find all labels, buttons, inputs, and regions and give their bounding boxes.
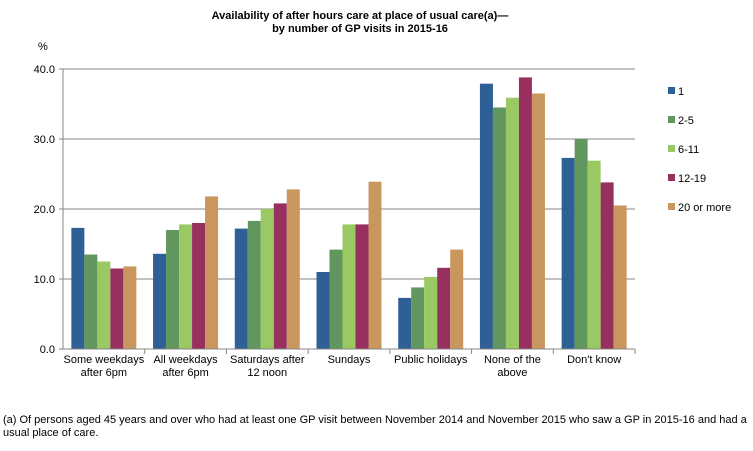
bar-12-19 bbox=[192, 223, 206, 349]
x-tick-label: Sundays bbox=[328, 354, 371, 366]
bar-12-19 bbox=[273, 203, 287, 349]
bar-12-19 bbox=[355, 224, 369, 349]
bar-20 or more bbox=[205, 196, 219, 349]
y-tick-label: 0.0 bbox=[40, 344, 55, 356]
bar-2-5 bbox=[166, 230, 180, 349]
x-tick-label: None of the bbox=[484, 354, 541, 366]
bar-20 or more bbox=[531, 93, 545, 349]
x-tick-label: above bbox=[497, 367, 527, 379]
legend-swatch-2-5 bbox=[668, 116, 675, 123]
x-tick-label: Don't know bbox=[567, 354, 621, 366]
legend-swatch-1 bbox=[668, 87, 675, 94]
legend-swatch-12-19 bbox=[668, 174, 675, 181]
bar-20 or more bbox=[286, 189, 300, 349]
bar-6-11 bbox=[587, 160, 601, 349]
bar-1 bbox=[316, 272, 330, 349]
legend-label: 1 bbox=[678, 86, 684, 98]
legend-label: 6-11 bbox=[678, 144, 699, 156]
x-tick-label: Some weekdays bbox=[63, 354, 144, 366]
y-tick-label: 30.0 bbox=[34, 134, 55, 146]
bar-1 bbox=[153, 253, 167, 349]
legend-label: 2-5 bbox=[678, 115, 694, 127]
bar-20 or more bbox=[613, 205, 627, 349]
bar-1 bbox=[234, 228, 248, 349]
bar-20 or more bbox=[368, 181, 382, 349]
x-tick-label: Saturdays after bbox=[230, 354, 305, 366]
x-tick-label: after 6pm bbox=[162, 367, 208, 379]
bar-20 or more bbox=[123, 266, 137, 349]
bar-12-19 bbox=[518, 77, 532, 350]
bar-6-11 bbox=[260, 209, 274, 349]
chart-title: Availability of after hours care at plac… bbox=[212, 10, 509, 22]
bar-6-11 bbox=[179, 224, 193, 349]
x-tick-label: Public holidays bbox=[394, 354, 468, 366]
bar-1 bbox=[561, 157, 575, 349]
bar-2-5 bbox=[247, 220, 261, 349]
bar-2-5 bbox=[574, 139, 588, 349]
bar-2-5 bbox=[492, 107, 506, 349]
x-tick-label: All weekdays bbox=[153, 354, 218, 366]
bar-6-11 bbox=[505, 97, 519, 349]
legend-label: 20 or more bbox=[678, 202, 731, 214]
bar-12-19 bbox=[437, 267, 451, 349]
bar-1 bbox=[71, 227, 85, 349]
legend-label: 12-19 bbox=[678, 173, 706, 185]
bar-12-19 bbox=[600, 182, 614, 349]
bar-6-11 bbox=[424, 276, 438, 349]
bar-20 or more bbox=[450, 249, 464, 349]
legend-swatch-6-11 bbox=[668, 145, 675, 152]
chart-title: by number of GP visits in 2015-16 bbox=[272, 23, 448, 35]
y-tick-label: 40.0 bbox=[34, 64, 55, 76]
bar-6-11 bbox=[97, 261, 111, 349]
bar-1 bbox=[398, 297, 412, 349]
bar-6-11 bbox=[342, 224, 356, 349]
bar-chart: Availability of after hours care at plac… bbox=[34, 10, 732, 379]
bar-2-5 bbox=[329, 249, 343, 349]
legend-swatch-20 or more bbox=[668, 203, 675, 210]
bar-12-19 bbox=[110, 268, 124, 349]
bar-1 bbox=[479, 83, 493, 349]
bar-2-5 bbox=[84, 254, 98, 349]
y-tick-label: 10.0 bbox=[34, 274, 55, 286]
footnote: (a) Of persons aged 45 years and over wh… bbox=[3, 414, 748, 440]
x-tick-label: 12 noon bbox=[247, 367, 287, 379]
y-tick-label: 20.0 bbox=[34, 204, 55, 216]
bar-2-5 bbox=[411, 287, 425, 349]
x-tick-label: after 6pm bbox=[81, 367, 127, 379]
y-axis-label: % bbox=[38, 41, 48, 53]
